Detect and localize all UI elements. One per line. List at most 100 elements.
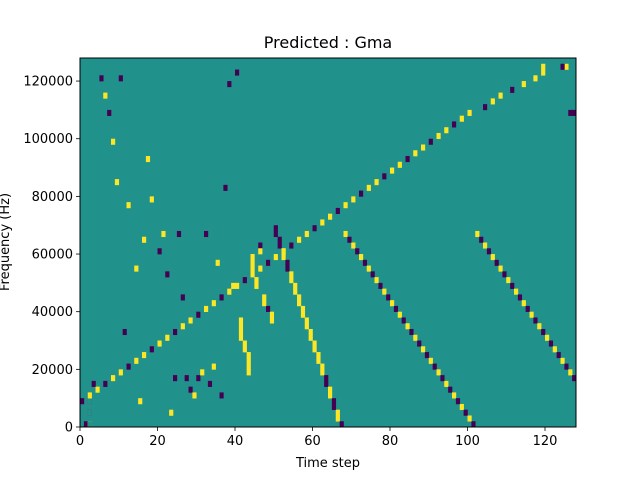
heatmap-cell — [316, 352, 321, 359]
heatmap-cell — [242, 346, 247, 353]
heatmap-cell — [517, 294, 523, 301]
y-tick-label: 0 — [65, 421, 73, 436]
heatmap-cell — [568, 369, 573, 376]
heatmap-cell — [521, 81, 526, 88]
heatmap-cell — [316, 357, 321, 364]
heatmap-cell — [537, 323, 542, 330]
heatmap-cell — [262, 300, 267, 307]
heatmap-cell — [149, 196, 154, 203]
heatmap-cell — [308, 334, 313, 341]
heatmap-cell — [87, 421, 92, 428]
heatmap-cell — [87, 409, 92, 416]
heatmap-cell — [300, 311, 306, 318]
heatmap-cell — [238, 328, 244, 336]
heatmap-cell — [521, 300, 526, 307]
heatmap-cell — [568, 109, 573, 116]
heatmap-cell — [483, 104, 488, 111]
heatmap-cell — [165, 334, 170, 341]
heatmap-cell — [490, 254, 495, 261]
heatmap-cell — [180, 294, 185, 301]
heatmap-cell — [421, 144, 426, 151]
heatmap-cell — [459, 403, 464, 411]
heatmap-cell — [304, 323, 309, 330]
heatmap-cell — [533, 75, 538, 82]
heatmap-cell — [320, 219, 325, 226]
heatmap-cell — [300, 305, 306, 312]
heatmap-cell — [331, 403, 337, 411]
heatmap-cell — [142, 352, 147, 359]
heatmap-cell — [498, 265, 503, 272]
heatmap-cell — [436, 369, 441, 376]
heatmap-cell — [80, 398, 85, 405]
heatmap-cell — [343, 202, 348, 209]
heatmap-cell — [165, 271, 170, 278]
heatmap-cell — [533, 317, 538, 324]
heatmap-cell — [114, 179, 120, 186]
y-tick-label: 40000 — [32, 305, 73, 320]
heatmap-cell — [486, 248, 492, 255]
heatmap-cell — [250, 265, 255, 272]
heatmap-cell — [250, 259, 255, 266]
heatmap-cell — [184, 375, 189, 382]
heatmap-cell — [479, 236, 484, 243]
heatmap-cell — [452, 392, 457, 399]
heatmap-cell — [417, 340, 422, 347]
heatmap-cell — [145, 156, 151, 163]
heatmap-cell — [428, 138, 433, 145]
heatmap-cell — [506, 277, 511, 284]
heatmap-cell — [238, 334, 244, 341]
heatmap-cell — [87, 392, 92, 399]
heatmap-cell — [494, 259, 499, 266]
heatmap-cell — [161, 230, 166, 238]
heatmap-cell — [545, 334, 550, 341]
heatmap-cell — [192, 392, 197, 399]
heatmap-cell — [514, 288, 519, 295]
heatmap-cell — [227, 81, 232, 88]
heatmap-cell — [173, 328, 178, 336]
heatmap-cell — [339, 421, 344, 428]
heatmap-cell — [227, 288, 232, 295]
heatmap-cell — [331, 398, 337, 405]
heatmap-cell — [281, 254, 286, 261]
heatmap-cell — [525, 305, 530, 312]
heatmap-cell — [126, 363, 131, 370]
heatmap-cell — [297, 236, 302, 243]
heatmap-cell — [107, 109, 112, 116]
heatmap-cell — [254, 277, 259, 284]
heatmap-cell — [118, 369, 123, 376]
heatmap-cell — [273, 254, 278, 261]
heatmap-cell — [289, 277, 294, 284]
heatmap-cell — [510, 86, 515, 93]
heatmap-cell — [246, 369, 251, 376]
heatmap-cell — [541, 328, 546, 336]
x-axis-ticks: 0 20 40 60 80 100 120 — [76, 427, 557, 449]
heatmap-cell — [246, 357, 251, 364]
heatmap-cell — [382, 173, 387, 180]
heatmap-cell — [463, 409, 468, 416]
heatmap-cell — [211, 300, 216, 307]
heatmap-cell — [258, 242, 263, 249]
heatmap-cell — [564, 363, 569, 370]
heatmap-cell — [541, 69, 546, 76]
heatmap-cell — [448, 386, 453, 393]
heatmap-cell — [483, 242, 488, 249]
heatmap-cell — [335, 409, 340, 416]
heatmap-cell — [266, 305, 271, 312]
heatmap-cell — [258, 265, 263, 272]
heatmap-cell — [196, 375, 201, 382]
x-tick-label: 0 — [76, 434, 84, 449]
heatmap-cell — [572, 109, 577, 116]
y-tick-label: 20000 — [32, 363, 73, 378]
heatmap-cell — [467, 415, 472, 422]
heatmap-cell — [320, 369, 325, 376]
heatmap-cell — [359, 254, 364, 261]
heatmap-cell — [413, 334, 418, 341]
x-tick-label: 100 — [455, 434, 480, 449]
heatmap-cell — [207, 380, 213, 387]
heatmap-cell — [390, 167, 395, 174]
heatmap-cell — [440, 375, 445, 382]
heatmap-cell — [103, 380, 108, 387]
heatmap-cell — [235, 69, 240, 76]
heatmap-cell — [401, 317, 406, 324]
